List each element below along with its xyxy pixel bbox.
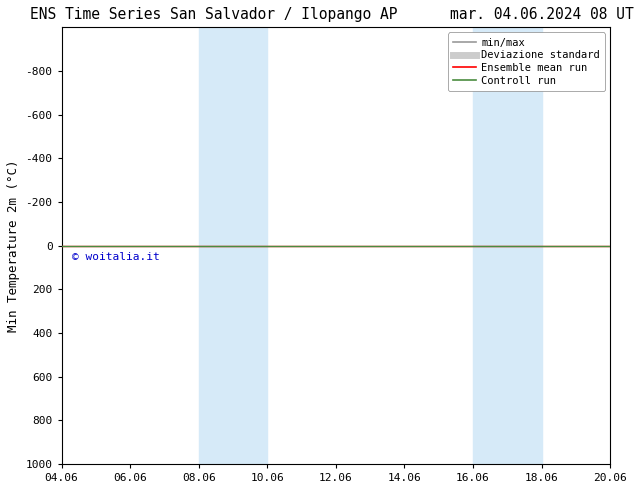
Legend: min/max, Deviazione standard, Ensemble mean run, Controll run: min/max, Deviazione standard, Ensemble m… bbox=[448, 32, 605, 91]
Y-axis label: Min Temperature 2m (°C): Min Temperature 2m (°C) bbox=[7, 159, 20, 332]
Title: ENS Time Series San Salvador / Ilopango AP      mar. 04.06.2024 08 UTC: ENS Time Series San Salvador / Ilopango … bbox=[30, 7, 634, 22]
Bar bbox=[473, 27, 541, 464]
Bar bbox=[198, 27, 268, 464]
Text: © woitalia.it: © woitalia.it bbox=[72, 252, 160, 262]
